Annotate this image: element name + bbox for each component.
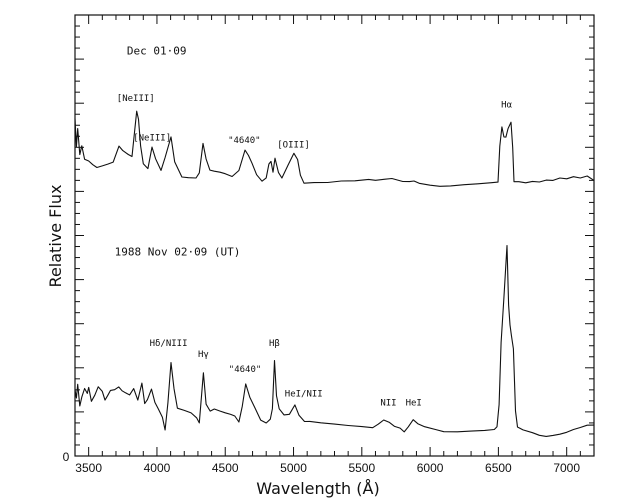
x-tick-label: 6500 — [485, 461, 512, 475]
plot-frame — [74, 14, 595, 457]
x-tick-label: 5000 — [280, 461, 307, 475]
line-annotations: Dec 01·09 [NeIII] [NeIII] "4640" [OIII] Hα 198… — [115, 45, 513, 409]
x-tick-label: 4000 — [144, 461, 171, 475]
date-label: Dec 01·09 — [127, 45, 187, 58]
line-label: "4640" — [229, 365, 262, 375]
line-label: Hγ — [198, 350, 209, 360]
line-label: "4640" — [228, 136, 261, 146]
line-label: NII — [380, 398, 396, 408]
axis-ticks — [74, 14, 595, 457]
spectrum-dec-01 — [74, 110, 595, 187]
spectrum-nov-02 — [74, 244, 595, 437]
line-label: HeI — [406, 398, 422, 408]
date-label: 1988 Nov 02·09 (UT) — [115, 245, 241, 258]
x-tick-label: 4500 — [212, 461, 239, 475]
line-label: Hβ — [269, 339, 280, 349]
line-label: HeI/NII — [285, 389, 323, 399]
x-tick-label: 3500 — [75, 461, 102, 475]
x-axis-title: Wavelength (Å) — [256, 479, 379, 498]
x-tick-label: 6000 — [417, 461, 444, 475]
line-label: [NeIII] — [117, 94, 155, 104]
line-label: [OIII] — [277, 140, 310, 150]
x-tick-label: 5500 — [348, 461, 375, 475]
y-tick-label-0: 0 — [63, 450, 70, 464]
line-label: Hα — [501, 101, 512, 111]
line-label: [NeIII] — [133, 134, 171, 144]
y-axis-title: Relative Flux — [46, 185, 65, 288]
spectra — [74, 110, 595, 437]
line-label: Hδ/NIII — [150, 339, 188, 349]
x-tick-labels: 3500 4000 4500 5000 5500 6000 6500 7000 — [75, 461, 580, 475]
x-tick-label: 7000 — [553, 461, 580, 475]
